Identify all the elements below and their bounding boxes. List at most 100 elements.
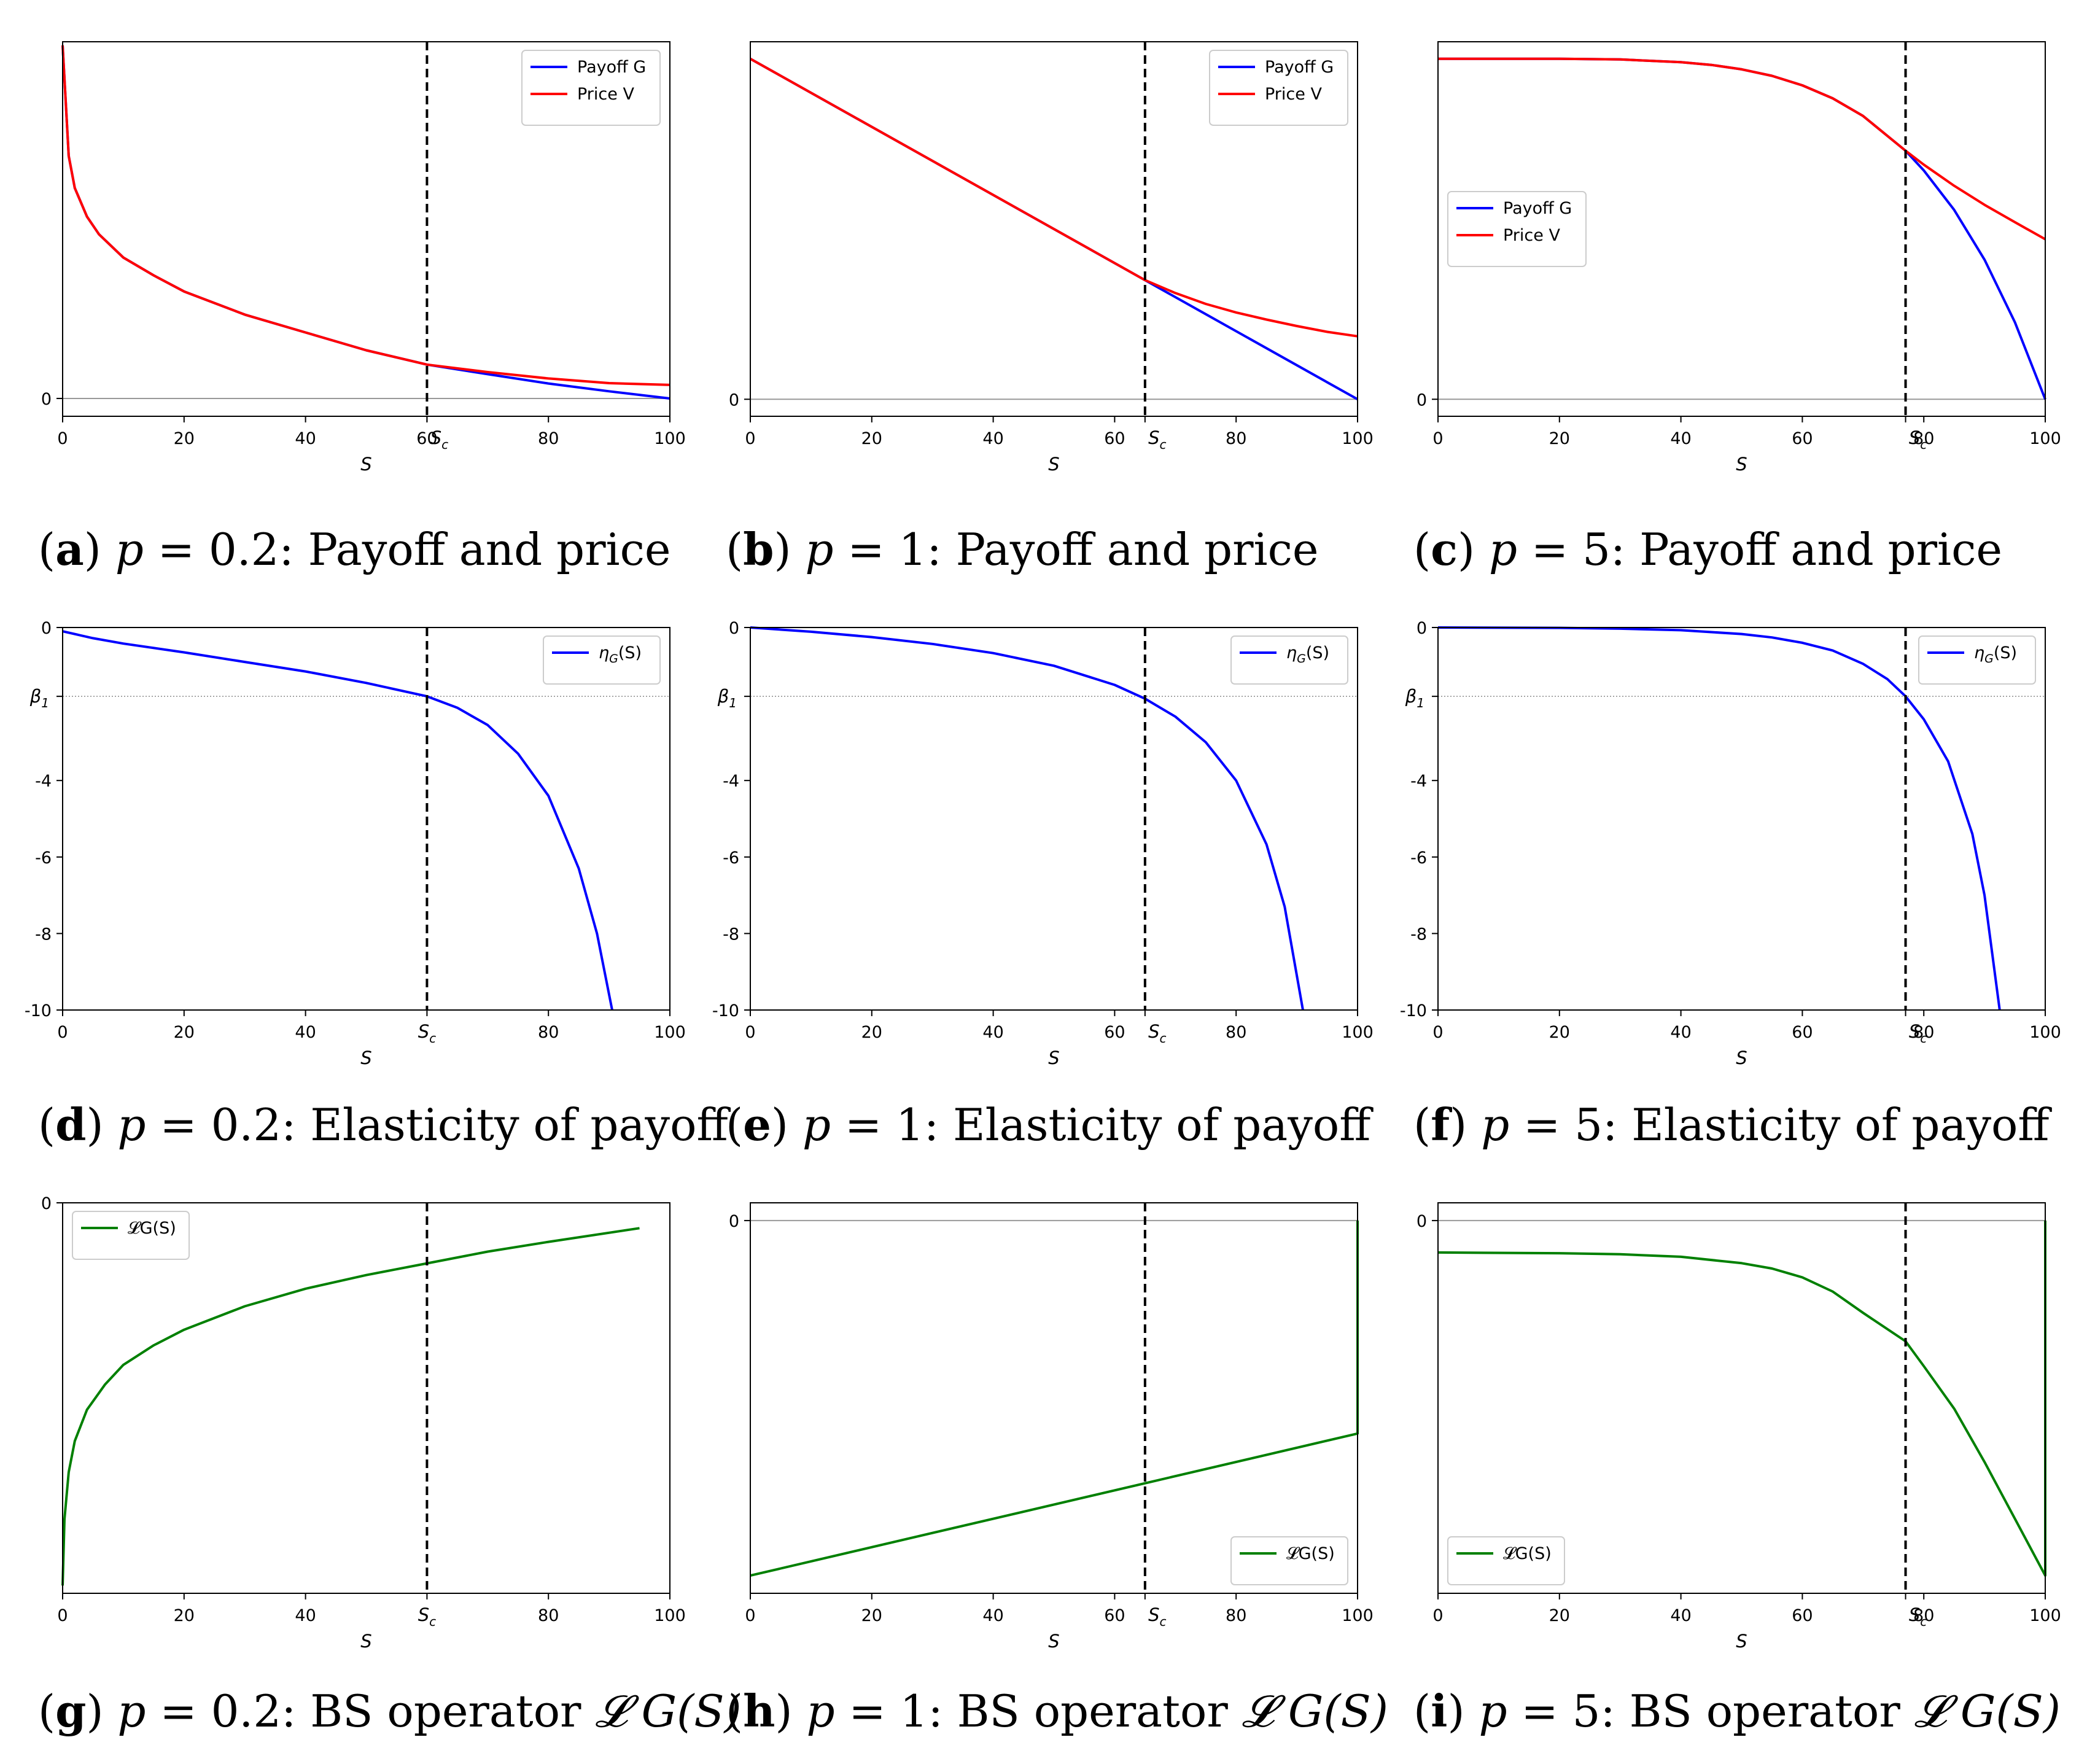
legend-label: ηG(S) [1286, 643, 1329, 666]
y-tick-label: -4 [723, 772, 739, 791]
x-tick-label: 80 [1913, 1606, 1934, 1625]
x-tick-label: 20 [1549, 429, 1570, 448]
legend-box [1447, 1536, 1565, 1585]
y-tick-label: 0 [729, 390, 739, 410]
plot-frame [1437, 1202, 2046, 1594]
x-axis-label: S [360, 1631, 371, 1652]
x-tick-label: 20 [174, 1606, 195, 1625]
legend-label: Price V [1503, 226, 1560, 245]
chart-panel-a: 0 20 40 60 80 100 Sc S 0 Payoff G Price V (a) p = 0… [38, 41, 686, 575]
x-axis-label: S [1736, 1631, 1747, 1652]
x-tick-label: 80 [1226, 1606, 1246, 1625]
y-tick-label: β1 [717, 686, 737, 710]
x-tick-label: Sc [418, 1021, 436, 1046]
panel-caption: (b) p = 1: Payoff and price [726, 523, 1319, 575]
x-tick-label: 40 [1670, 1023, 1691, 1042]
x-tick-label: 80 [538, 1023, 559, 1042]
critical-tick-label: Sc [1148, 1021, 1166, 1046]
x-tick-label: 0 [1432, 1023, 1443, 1042]
panel-caption: (g) p = 0.2: BS operator 𝓛 G(S) [38, 1685, 742, 1737]
x-tick-label: 100 [654, 1023, 686, 1042]
y-tick-label: -6 [723, 849, 739, 868]
x-tick-label: 0 [57, 429, 68, 448]
series-line-2 [1438, 57, 2046, 241]
x-tick-label: 40 [295, 429, 316, 448]
x-tick-label: 100 [1342, 1023, 1374, 1042]
y-tick-label: 0 [41, 619, 52, 638]
x-tick-label: 0 [57, 1606, 68, 1625]
legend-box [521, 50, 661, 126]
legend-label: ηG(S) [1974, 643, 2017, 666]
x-axis-label: S [1736, 454, 1747, 475]
series-line-1 [750, 1220, 1359, 1577]
x-axis-label: S [360, 454, 371, 475]
chart-panel-d: 0 20 40 Sc 80 100 S 0 β1 -4 -6 -8 -10 ηG(S) (d) p = 0.… [25, 619, 731, 1151]
panel-caption: (e) p = 1: Elasticity of payoff [726, 1098, 1374, 1151]
legend: ηG(S) [1918, 635, 2036, 685]
x-tick-label: 80 [1226, 429, 1246, 448]
x-tick-label: 100 [1342, 429, 1374, 448]
chart-panel-g: 0 20 40 Sc 80 100 S 0 𝓛G(S) (g) p = 0.2: BS opera… [38, 1194, 742, 1737]
plot-frame [750, 1202, 1358, 1594]
x-tick-label: 20 [861, 1606, 882, 1625]
chart-panel-b: 0 20 40 60 80 100 Sc S 0 Payoff G Price V (b) p = 1… [726, 41, 1374, 575]
x-tick-label: 60 [1792, 429, 1813, 448]
y-tick-label: β1 [29, 686, 49, 710]
x-tick-label: 100 [654, 429, 686, 448]
series-line-1 [750, 626, 1304, 1011]
y-tick-label: -10 [25, 1001, 52, 1020]
legend-box [543, 635, 661, 685]
x-tick-label: 80 [538, 429, 559, 448]
x-tick-label: 40 [1670, 1606, 1691, 1625]
legend-label: Price V [1265, 85, 1322, 104]
plot-frame [750, 41, 1358, 417]
y-tick-label: -6 [1410, 849, 1427, 868]
x-tick-label: 80 [1226, 1023, 1246, 1042]
legend: Payoff G Price V [521, 50, 661, 126]
plot-frame [62, 41, 670, 417]
legend-box [1230, 635, 1348, 685]
y-tick-label: -4 [1410, 772, 1427, 791]
legend-label: Price V [577, 85, 634, 104]
x-tick-label: 0 [745, 1606, 755, 1625]
legend-label: 𝓛G(S) [1503, 1544, 1552, 1563]
legend-label: ηG(S) [599, 643, 642, 666]
legend-box [1230, 1536, 1348, 1585]
legend: 𝓛G(S) [1230, 1536, 1348, 1585]
legend-label: Payoff G [1503, 199, 1572, 218]
x-tick-label: 20 [1549, 1023, 1570, 1042]
chart-panel-i: 0 20 40 60 80 100 Sc S 0 𝓛G(S) (i) p = 5: BS opera… [1413, 1202, 2061, 1737]
chart-panel-h: 0 20 40 60 80 100 Sc S 0 𝓛G(S) (h) p = 1: BS opera… [726, 1202, 1388, 1737]
legend: ηG(S) [1230, 635, 1348, 685]
x-tick-label: 100 [2029, 1023, 2061, 1042]
y-tick-label: -8 [723, 925, 739, 944]
x-tick-label: 0 [745, 429, 755, 448]
x-tick-label: 20 [861, 1023, 882, 1042]
y-tick-label: -8 [1410, 925, 1427, 944]
plot-frame [750, 627, 1358, 1011]
y-tick-label: 0 [729, 1212, 739, 1231]
x-axis-label: S [1048, 1631, 1059, 1652]
series-line-2 [750, 57, 1358, 338]
y-tick-label: 0 [1417, 390, 1427, 410]
x-axis-label: S [1048, 454, 1059, 475]
x-tick-label: 0 [1432, 429, 1443, 448]
legend-label: Payoff G [1265, 58, 1334, 77]
x-tick-label: 40 [1670, 429, 1691, 448]
panel-caption: (c) p = 5: Payoff and price [1413, 523, 2002, 575]
critical-tick-label: Sc [1148, 427, 1166, 452]
chart-panel-f: 0 20 40 60 80 100 Sc S 0 β1 -4 -6 -8 -10 ηG(S) (f) p = … [1400, 619, 2061, 1151]
x-tick-label: 80 [1913, 429, 1934, 448]
legend-box [72, 1211, 190, 1260]
x-tick-label: 0 [745, 1023, 755, 1042]
series-line-2 [61, 45, 670, 386]
legend: 𝓛G(S) [1447, 1536, 1565, 1585]
critical-tick-label: Sc [1909, 1604, 1927, 1629]
x-tick-label: 80 [538, 1606, 559, 1625]
x-tick-label: 60 [416, 429, 437, 448]
legend-label: Payoff G [577, 58, 646, 77]
x-tick-label: 100 [2029, 1606, 2061, 1625]
x-axis-label: S [1048, 1047, 1059, 1068]
y-tick-label: -10 [712, 1001, 739, 1020]
series-line-1 [61, 1227, 640, 1586]
